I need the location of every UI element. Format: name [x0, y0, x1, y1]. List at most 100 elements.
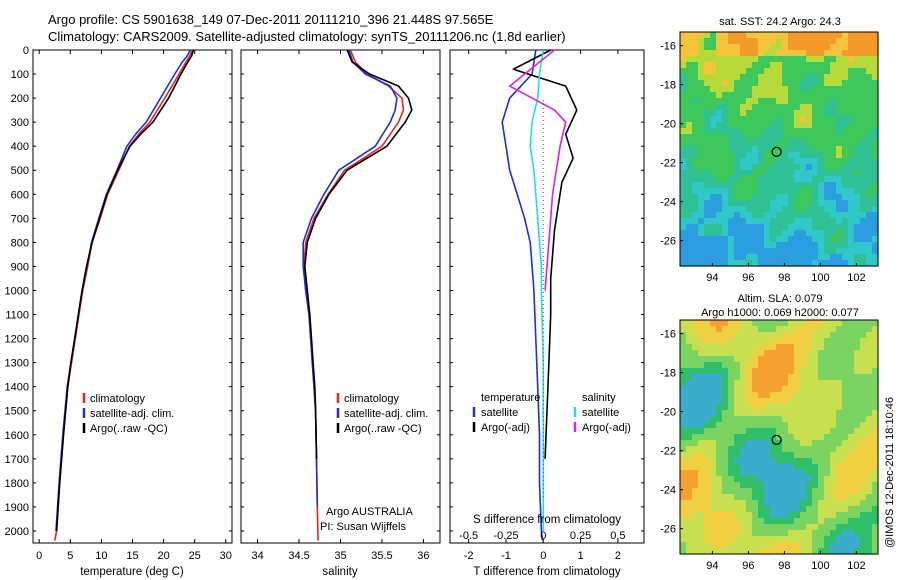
heatmap-cell	[842, 116, 849, 123]
heatmap-cell	[752, 194, 759, 201]
heatmap-cell	[806, 116, 813, 123]
heatmap-cell	[752, 104, 759, 111]
heatmap-cell	[794, 146, 801, 153]
map-frame	[679, 31, 879, 267]
heatmap-cell	[800, 428, 807, 435]
heatmap-cell	[854, 488, 861, 495]
heatmap-cell	[788, 428, 795, 435]
heatmap-cell	[788, 212, 795, 219]
heatmap-cell	[782, 320, 789, 327]
heatmap-cell	[848, 452, 855, 459]
heatmap-cell	[848, 212, 855, 219]
heatmap-cell	[758, 128, 765, 135]
heatmap-cell	[758, 524, 765, 531]
heatmap-cell	[764, 194, 771, 201]
heatmap-cell	[680, 116, 687, 123]
heatmap-cell	[800, 482, 807, 489]
heatmap-cell	[782, 182, 789, 189]
heatmap-cell	[788, 398, 795, 405]
heatmap-cell	[818, 146, 825, 153]
heatmap-cell	[722, 152, 729, 159]
heatmap-cell	[770, 44, 777, 51]
heatmap-cell	[734, 428, 741, 435]
heatmap-cell	[848, 350, 855, 357]
heatmap-cell	[842, 404, 849, 411]
heatmap-cell	[854, 446, 861, 453]
heatmap-cell	[722, 254, 729, 261]
heatmap-cell	[842, 464, 849, 471]
heatmap-cell	[764, 428, 771, 435]
heatmap-cell	[746, 158, 753, 165]
heatmap-cell	[686, 488, 693, 495]
heatmap-cell	[788, 206, 795, 213]
heatmap-cell	[842, 188, 849, 195]
heatmap-cell	[854, 428, 861, 435]
heatmap-cell	[764, 32, 771, 39]
heatmap-cell	[848, 32, 855, 39]
heatmap-cell	[842, 368, 849, 375]
heatmap-cell	[722, 44, 729, 51]
heatmap-cell	[728, 140, 735, 147]
heatmap-cell	[782, 44, 789, 51]
heatmap-cell	[788, 512, 795, 519]
x-tick-label: 34.5	[288, 550, 309, 562]
heatmap-cell	[812, 80, 819, 87]
heatmap-cell	[740, 542, 747, 549]
heatmap-cell	[782, 476, 789, 483]
heatmap-cell	[860, 536, 867, 543]
heatmap-cell	[722, 338, 729, 345]
heatmap-cell	[728, 326, 735, 333]
heatmap-cell	[692, 134, 699, 141]
heatmap-cell	[848, 50, 855, 57]
heatmap-cell	[800, 362, 807, 369]
heatmap-cell	[770, 356, 777, 363]
heatmap-cell	[716, 128, 723, 135]
heatmap-cell	[776, 92, 783, 99]
heatmap-cell	[848, 224, 855, 231]
heatmap-cell	[758, 44, 765, 51]
heatmap-cell	[710, 116, 717, 123]
heatmap-cell	[770, 344, 777, 351]
heatmap-cell	[866, 182, 873, 189]
heatmap-cell	[704, 224, 711, 231]
heatmap-cell	[692, 242, 699, 249]
heatmap-cell	[800, 386, 807, 393]
heatmap-cell	[692, 230, 699, 237]
heatmap-cell	[794, 350, 801, 357]
heatmap-cell	[776, 326, 783, 333]
heatmap-cell	[686, 176, 693, 183]
heatmap-cell	[728, 338, 735, 345]
map-frame	[679, 319, 879, 555]
heatmap-cell	[860, 104, 867, 111]
heatmap-cell	[782, 500, 789, 507]
heatmap-cell	[854, 158, 861, 165]
heatmap-cell	[800, 452, 807, 459]
heatmap-cell	[842, 452, 849, 459]
heatmap-cell	[758, 326, 765, 333]
heatmap-cell	[770, 410, 777, 417]
heatmap-cell	[818, 104, 825, 111]
heatmap-cell	[830, 230, 837, 237]
heatmap-cell	[698, 434, 705, 441]
heatmap-cell	[806, 392, 813, 399]
heatmap-cell	[704, 506, 711, 513]
heatmap-cell	[680, 74, 687, 81]
heatmap-cell	[686, 458, 693, 465]
heatmap-cell	[854, 392, 861, 399]
heatmap-cell	[806, 212, 813, 219]
heatmap-cell	[764, 374, 771, 381]
heatmap-cell	[722, 476, 729, 483]
heatmap-cell	[692, 128, 699, 135]
heatmap-cell	[824, 62, 831, 69]
heatmap-cell	[740, 170, 747, 177]
heatmap-cell	[818, 110, 825, 117]
heatmap-cell	[872, 440, 879, 447]
heatmap-cell	[692, 332, 699, 339]
heatmap-cell	[728, 104, 735, 111]
heatmap-cell	[788, 410, 795, 417]
heatmap-cell	[716, 254, 723, 261]
sla-map-subtitle: Argo h1000: 0.069 h2000: 0.077	[701, 307, 859, 319]
heatmap-cell	[830, 92, 837, 99]
heatmap-cell	[818, 182, 825, 189]
heatmap-cell	[686, 128, 693, 135]
